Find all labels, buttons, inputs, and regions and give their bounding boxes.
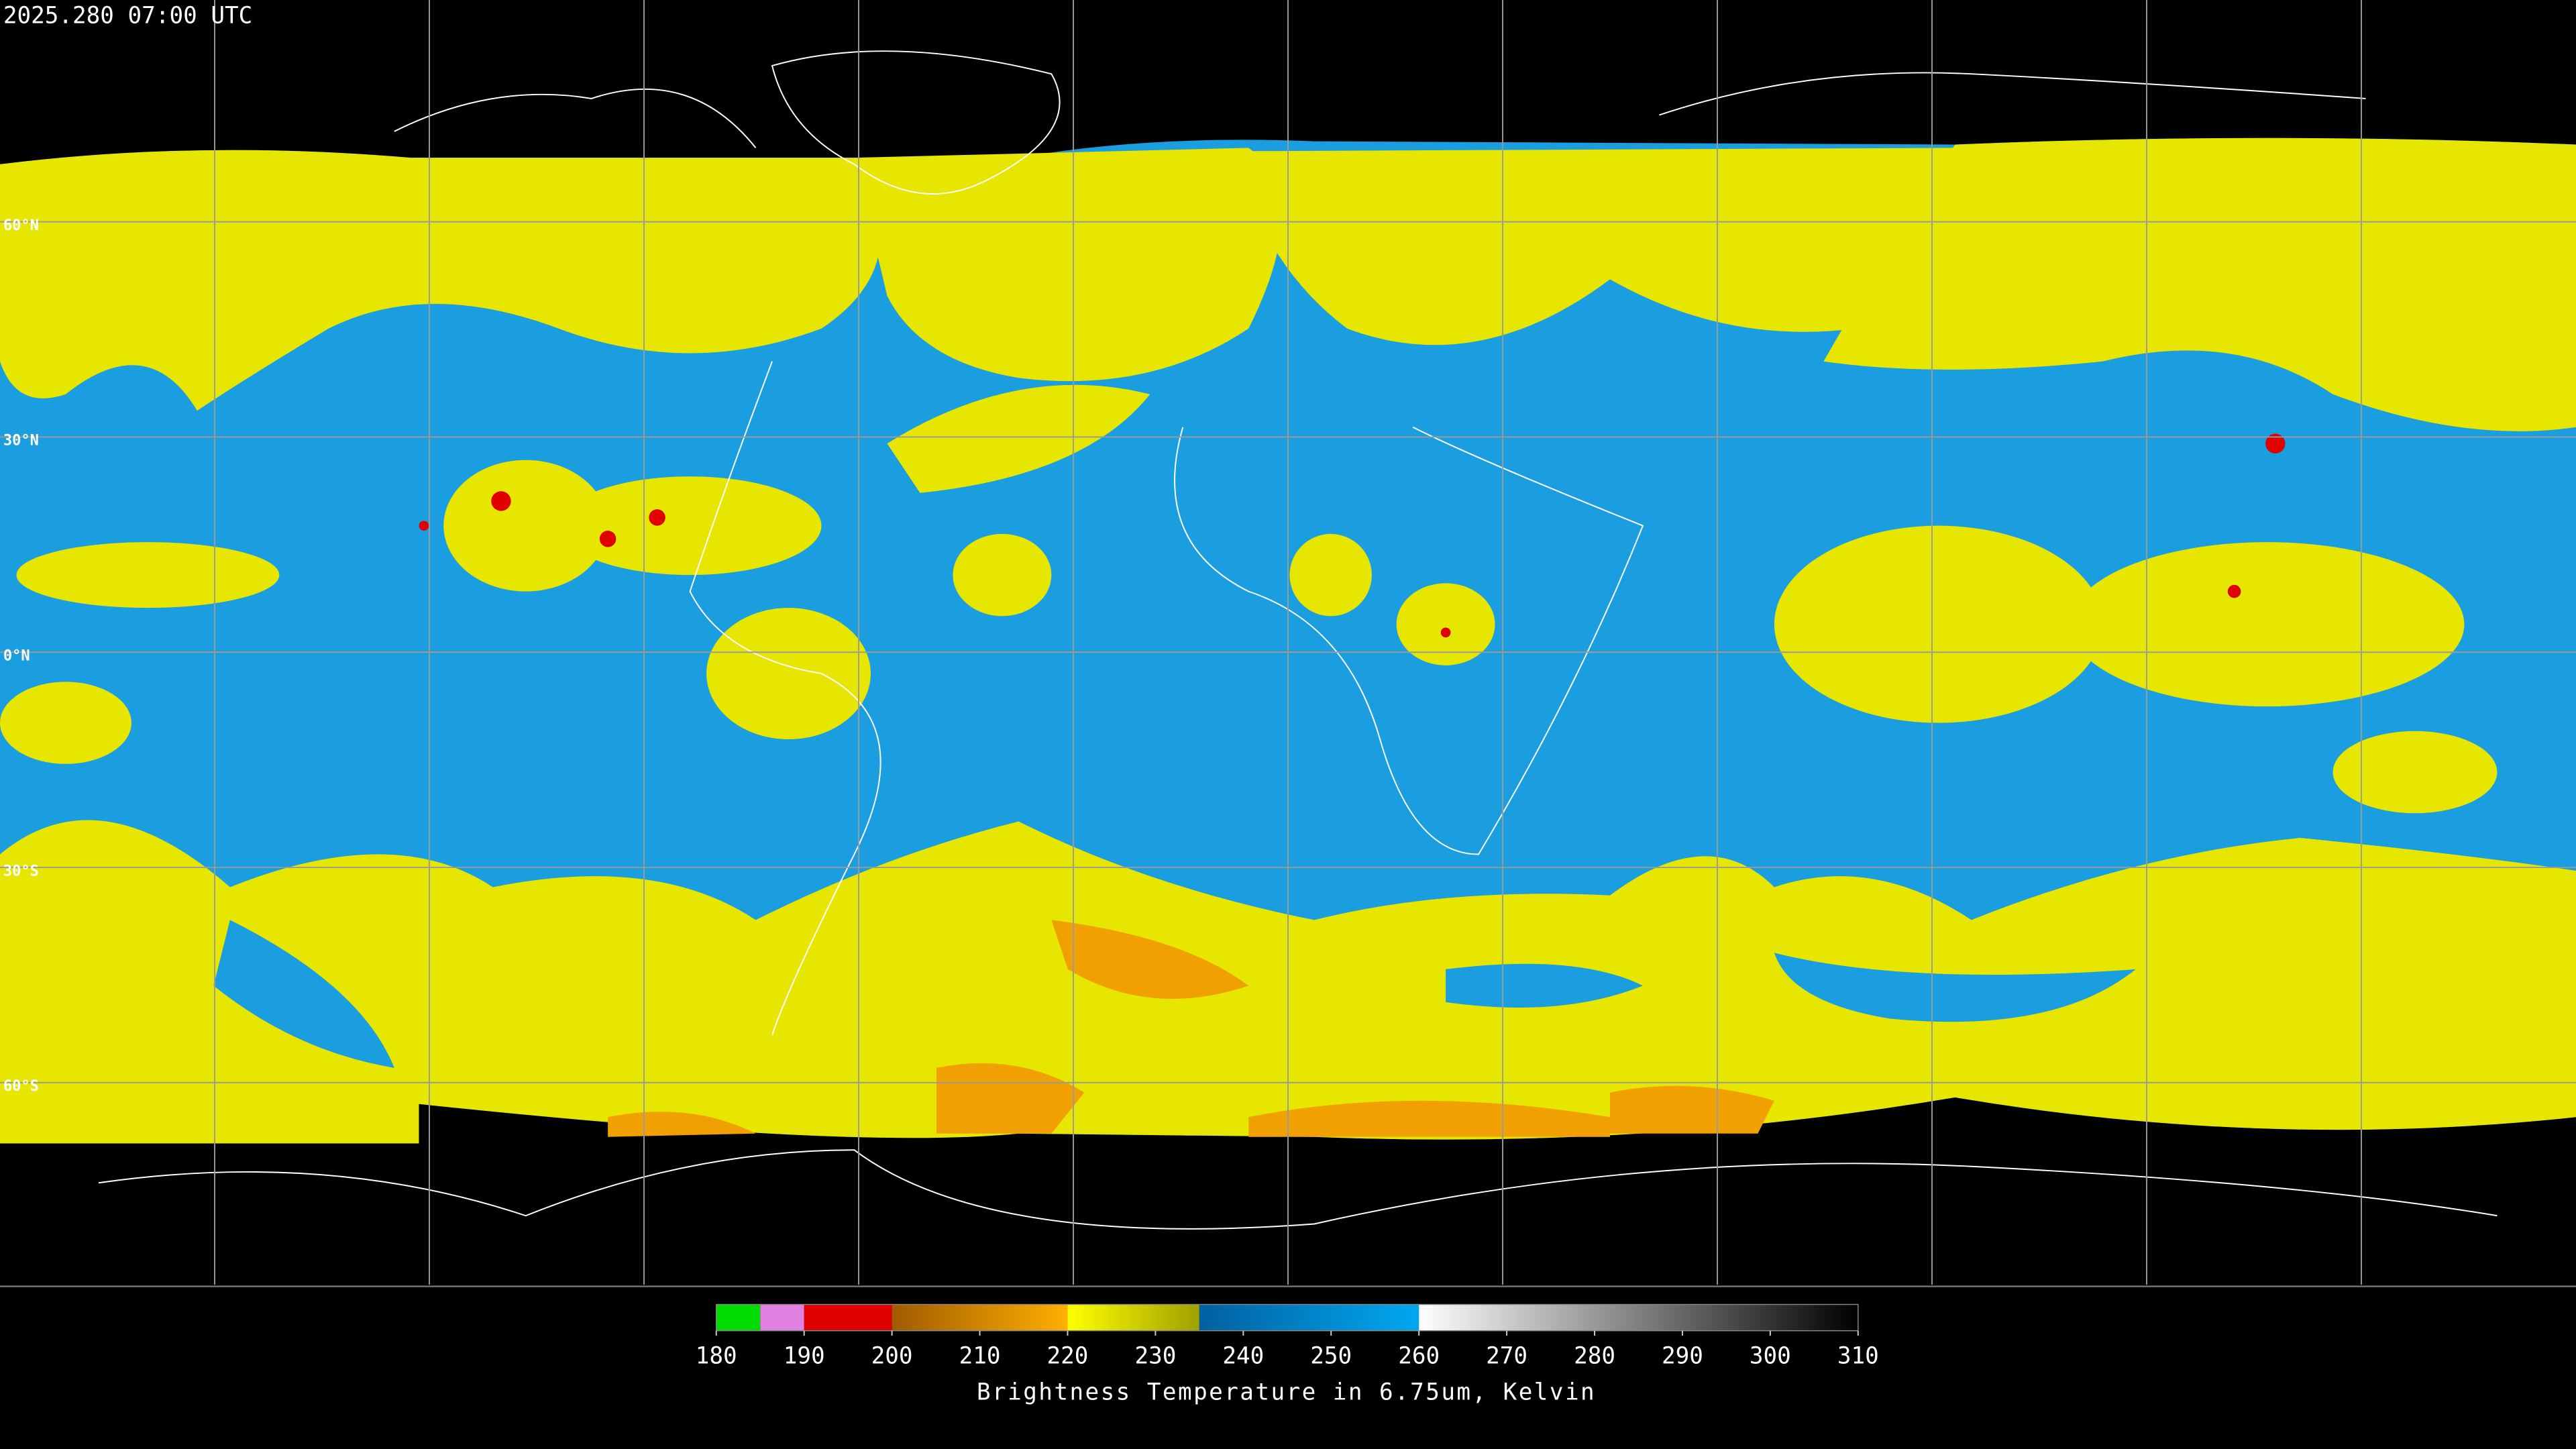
- storm-cores: [419, 433, 2286, 638]
- colorbar: 180 190 200 210 220 230 240 250 260 270 280 290 300 3…: [696, 1303, 1879, 1370]
- colorbar-tick-label: 230: [1134, 1343, 1176, 1370]
- colorbar-tick-label: 220: [1047, 1343, 1089, 1370]
- colorbar-tick-label: 200: [871, 1343, 913, 1370]
- latitude-label: 0°N: [3, 647, 30, 664]
- colorbar-tick-label: 210: [959, 1343, 1001, 1370]
- latitude-label: 60°S: [3, 1078, 39, 1095]
- colorbar-segment: [892, 1304, 1068, 1331]
- colorbar-segment: [1419, 1304, 1858, 1331]
- timestamp: 2025.280 07:00 UTC: [3, 2, 252, 29]
- colorbar-tick-label: 310: [1837, 1343, 1879, 1370]
- colorbar-segment: [760, 1304, 804, 1331]
- colorbar-tick-label: 260: [1398, 1343, 1440, 1370]
- graticule: 60°N 30°N 0°N 30°S 60°S: [0, 0, 2576, 1287]
- latitude-label: 30°S: [3, 863, 39, 879]
- latitude-label: 60°N: [3, 217, 39, 234]
- colorbar-label: Brightness Temperature in 6.75um, Kelvin: [977, 1379, 1596, 1406]
- latitude-label: 30°N: [3, 433, 39, 449]
- coastlines: [98, 50, 2498, 1230]
- colorbar-segment: [804, 1304, 892, 1331]
- colorbar-tick-label: 190: [784, 1343, 825, 1370]
- colorbar-segment: [1199, 1304, 1419, 1331]
- upper-level-moisture: [0, 138, 2576, 493]
- colorbar-tick-label: 180: [696, 1343, 737, 1370]
- colorbar-tick-label: 270: [1486, 1343, 1527, 1370]
- colorbar-tick-label: 250: [1310, 1343, 1352, 1370]
- colorbar-tick-label: 280: [1574, 1343, 1615, 1370]
- tropical-convection: [0, 460, 2498, 814]
- colorbar-tick-label: 290: [1662, 1343, 1703, 1370]
- colorbar-tick-label: 240: [1222, 1343, 1264, 1370]
- colorbar-tick-label: 300: [1750, 1343, 1791, 1370]
- colorbar-segment: [1067, 1304, 1199, 1331]
- colorbar-frame: [716, 1303, 1859, 1332]
- colorbar-segment: [716, 1304, 761, 1331]
